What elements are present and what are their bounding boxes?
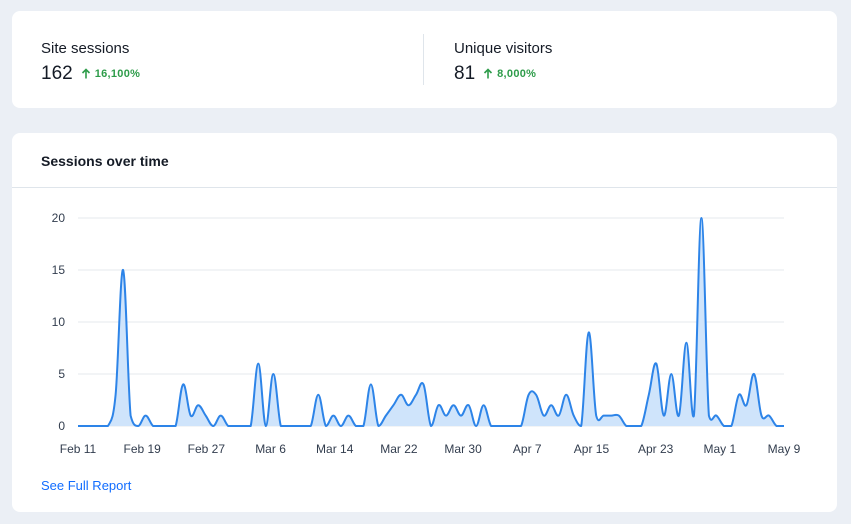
x-tick-label: Mar 30 — [444, 442, 482, 456]
y-tick-label: 15 — [52, 263, 66, 277]
y-tick-label: 5 — [58, 367, 65, 381]
sessions-area-chart: 0 5 10 15 20 Feb 11 Feb 19 Feb 27 Mar 6 Mar 14 Mar… — [52, 211, 801, 456]
y-tick-label: 20 — [52, 211, 66, 225]
site-sessions-value: 162 — [41, 63, 73, 84]
x-tick-label: May 9 — [768, 442, 801, 456]
x-tick-label: Mar 14 — [316, 442, 354, 456]
x-tick-label: Apr 23 — [638, 442, 674, 456]
x-tick-label: Apr 7 — [513, 442, 542, 456]
series-line — [77, 217, 784, 428]
x-tick-label: Feb 19 — [124, 442, 162, 456]
sessions-chart-card: Sessions over time 0 5 10 15 20 Feb 11 Feb 19 F… — [12, 133, 837, 512]
arrow-up-icon — [81, 68, 90, 79]
arrow-up-icon — [484, 68, 493, 79]
card-divider — [12, 187, 837, 188]
stats-card: Site sessions 162 16,100% Unique visitor… — [12, 11, 837, 108]
unique-visitors-stat: Unique visitors 81 8,000% — [454, 40, 552, 85]
x-tick-label: Mar 22 — [380, 442, 418, 456]
site-sessions-stat: Site sessions 162 16,100% — [41, 40, 140, 85]
site-sessions-change-value: 16,100% — [94, 67, 141, 80]
see-full-report-link[interactable]: See Full Report — [41, 478, 132, 493]
unique-visitors-label: Unique visitors — [454, 40, 553, 57]
unique-visitors-change: 8,000% — [483, 68, 536, 80]
stats-divider — [423, 34, 424, 85]
y-tick-label: 10 — [52, 315, 66, 329]
site-sessions-change: 16,100% — [81, 68, 141, 80]
x-tick-label: Feb 27 — [188, 442, 226, 456]
site-sessions-label: Site sessions — [41, 40, 130, 57]
x-tick-label: May 1 — [703, 442, 736, 456]
x-tick-label: Mar 6 — [255, 442, 286, 456]
x-tick-label: Apr 15 — [574, 442, 610, 456]
x-tick-label: Feb 11 — [60, 442, 97, 456]
chart-card-title: Sessions over time — [41, 153, 169, 169]
unique-visitors-value: 81 — [454, 63, 476, 84]
unique-visitors-change-value: 8,000% — [497, 67, 537, 80]
y-tick-label: 0 — [58, 419, 65, 433]
